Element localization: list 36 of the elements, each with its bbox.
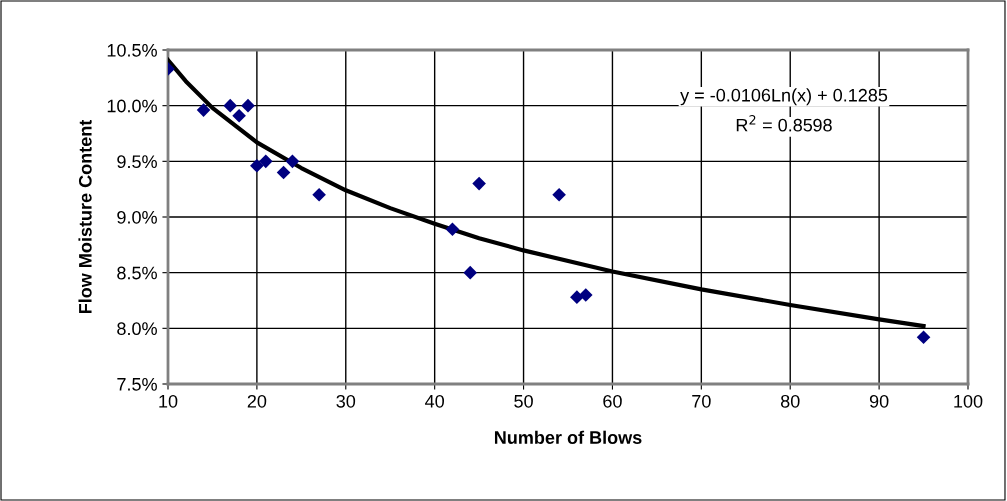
- x-tick-label: 10: [159, 394, 178, 408]
- point: [276, 165, 291, 180]
- point: [445, 222, 460, 237]
- x-tick-label: 70: [692, 394, 711, 408]
- y-axis-title: Flow Moisture Content: [78, 119, 92, 314]
- x-tick-label: 50: [514, 394, 533, 408]
- y-tick-label: 9.0%: [117, 210, 157, 224]
- point: [578, 288, 593, 302]
- y-tick-label: 10.0%: [107, 99, 157, 113]
- point: [552, 187, 566, 202]
- point: [250, 158, 264, 173]
- point: [472, 176, 486, 191]
- point: [196, 103, 211, 117]
- annotation: R$^{2}$ = 0.8598: [736, 115, 832, 132]
- x-tick-label: 60: [603, 394, 622, 408]
- x-tick-label: 100: [954, 394, 983, 408]
- point: [223, 98, 238, 113]
- y-tick-label: 8.0%: [117, 322, 157, 336]
- y-tick-label: 8.5%: [117, 266, 157, 280]
- annotation: y = -0.0106Ln(x) + 0.1285: [680, 88, 888, 106]
- x-tick-label: 80: [780, 394, 800, 408]
- point: [916, 330, 931, 345]
- point: [241, 98, 255, 113]
- point: [258, 154, 273, 169]
- x-tick-label: 40: [425, 394, 444, 408]
- x-tick-label: 30: [336, 394, 356, 408]
- x-tick-label: 20: [247, 394, 267, 408]
- x-tick-label: 90: [869, 394, 889, 408]
- point: [312, 187, 326, 202]
- y-tick-label: 10.5%: [107, 43, 157, 57]
- x-axis-title: Number of Blows: [494, 430, 642, 444]
- point: [232, 108, 246, 123]
- y-tick-label: 7.5%: [117, 378, 157, 391]
- point: [463, 265, 478, 280]
- y-tick-label: 9.5%: [117, 155, 157, 169]
- point: [285, 154, 300, 169]
